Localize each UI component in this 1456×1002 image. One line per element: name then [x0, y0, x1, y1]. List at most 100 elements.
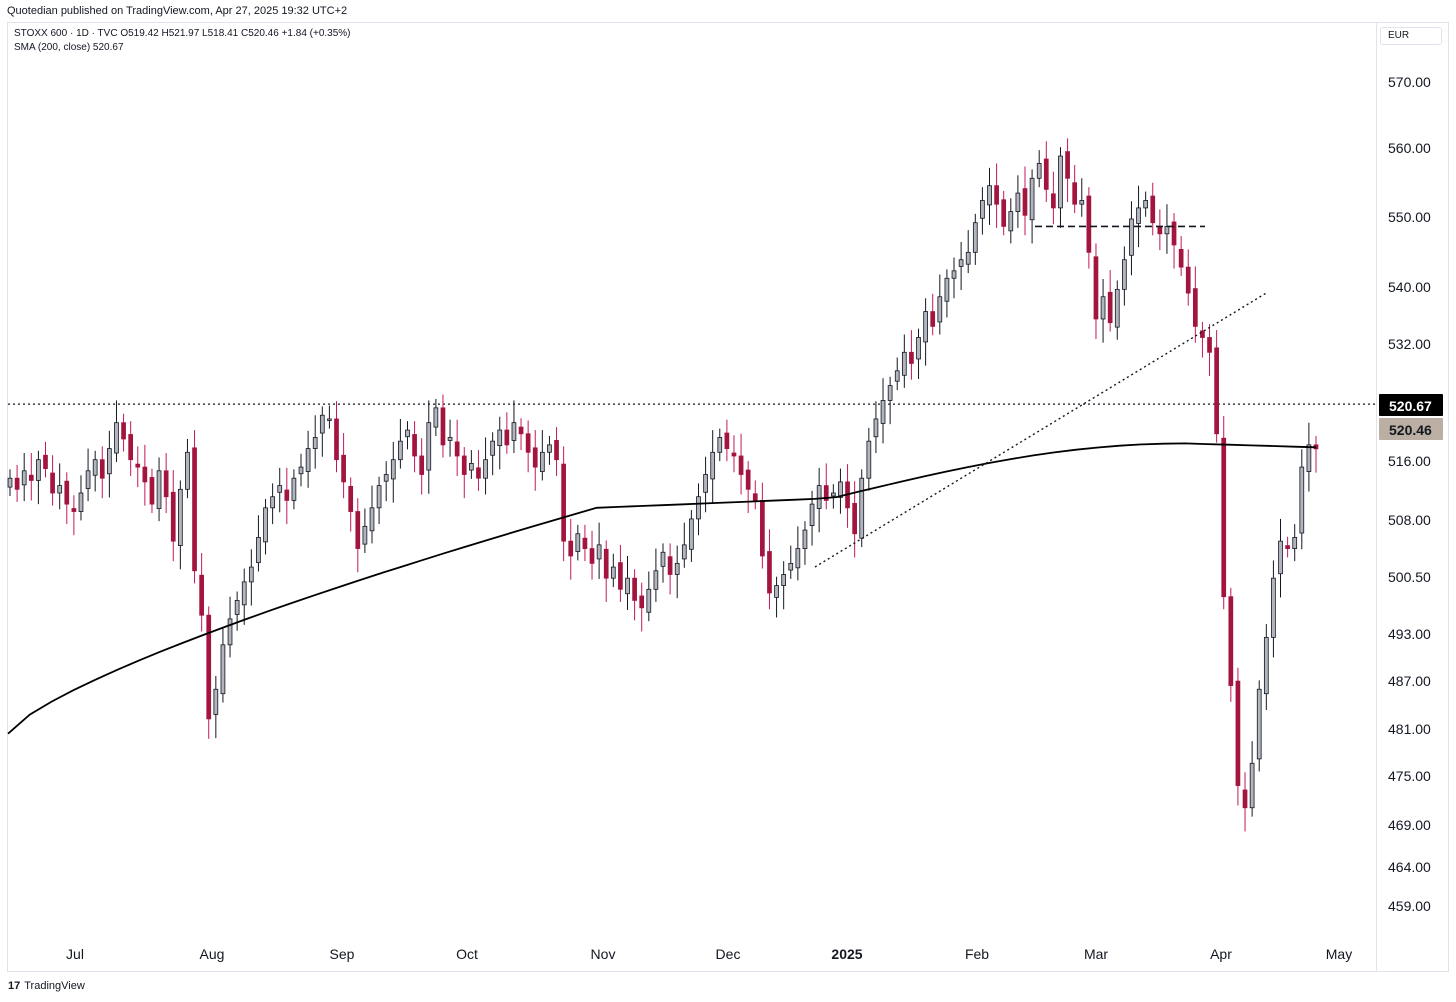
- x-tick-label: May: [1326, 946, 1352, 962]
- candle-body: [1299, 466, 1305, 534]
- candle-body: [149, 477, 155, 505]
- candle-body: [405, 429, 410, 438]
- candle-up: [1292, 524, 1298, 562]
- candle-body: [1036, 163, 1042, 179]
- candle-down: [1093, 243, 1099, 339]
- candle-body: [1122, 259, 1127, 290]
- candle-down: [994, 163, 999, 228]
- tradingview-brand: TradingView: [24, 980, 85, 992]
- candle-body: [1001, 199, 1007, 227]
- candle-body: [582, 537, 588, 549]
- candle-body: [696, 496, 701, 520]
- candle-body: [965, 251, 971, 265]
- candle-body: [36, 459, 41, 481]
- candle-up: [838, 468, 843, 514]
- candle-down: [1235, 667, 1241, 806]
- candle-body: [305, 448, 311, 472]
- candle-down: [767, 529, 772, 610]
- candle-body: [596, 544, 602, 560]
- x-tick-label: Jul: [66, 946, 84, 962]
- candle-body: [561, 463, 566, 542]
- candle-body: [369, 507, 375, 532]
- currency-label[interactable]: EUR: [1380, 27, 1442, 45]
- candle-up: [85, 448, 91, 502]
- candle-body: [362, 525, 368, 545]
- candle-up: [7, 469, 13, 496]
- candle-body: [7, 477, 13, 488]
- chart-legend[interactable]: STOXX 600 · 1D · TVC O519.42 H521.97 L51…: [14, 27, 351, 55]
- candle-up: [816, 467, 822, 533]
- x-tick-label: Apr: [1210, 946, 1232, 962]
- candle-body: [1072, 182, 1078, 205]
- candle-body: [469, 462, 474, 471]
- candle-down: [206, 606, 212, 739]
- candle-body: [1065, 151, 1070, 179]
- candle-body: [412, 434, 417, 457]
- candle-up: [866, 427, 872, 491]
- candle-up: [781, 561, 787, 610]
- candle-body: [192, 447, 197, 572]
- candle-up: [21, 453, 27, 502]
- candle-body: [809, 503, 815, 526]
- candle-body: [1178, 248, 1184, 268]
- candle-body: [802, 529, 808, 549]
- candle-body: [490, 440, 496, 456]
- candle-up: [1271, 560, 1276, 658]
- candle-down: [43, 441, 48, 478]
- candle-up: [674, 545, 680, 599]
- candle-body: [752, 493, 758, 501]
- candle-down: [525, 420, 531, 473]
- candle-body: [987, 185, 992, 206]
- candle-up: [319, 406, 325, 457]
- y-tick-label: 475.00: [1388, 768, 1431, 784]
- candle-up: [1015, 175, 1021, 228]
- candle-body: [21, 470, 27, 486]
- candle-body: [1306, 444, 1312, 472]
- candle-up: [1136, 185, 1141, 248]
- candle-body: [823, 485, 829, 501]
- candle-up: [795, 526, 801, 581]
- candle-body: [298, 466, 304, 475]
- price-axis-separator: [1376, 22, 1377, 972]
- candle-up: [859, 469, 865, 548]
- candle-body: [852, 502, 857, 535]
- candle-body: [398, 440, 403, 461]
- candle-up: [1029, 169, 1035, 244]
- candle-up: [312, 415, 318, 469]
- candle-up: [369, 485, 375, 544]
- trendline-dotted: [814, 291, 1269, 568]
- sma-200-line: [7, 442, 1317, 735]
- candle-body: [327, 418, 332, 421]
- candle-body: [717, 437, 723, 453]
- candle-body: [1157, 226, 1163, 235]
- y-tick-label: 493.00: [1388, 626, 1431, 642]
- candle-body: [632, 577, 637, 601]
- candle-up: [1143, 191, 1149, 217]
- candle-body: [511, 422, 517, 441]
- candle-body: [1100, 296, 1106, 320]
- y-tick-label: 516.00: [1388, 453, 1431, 469]
- x-tick-label: Aug: [200, 946, 225, 962]
- candle-body: [547, 444, 552, 453]
- candle-up: [107, 430, 112, 498]
- candle-body: [575, 533, 581, 552]
- sma-readout: SMA (200, close) 520.67: [14, 42, 124, 53]
- candle-down: [71, 495, 77, 536]
- candle-down: [476, 450, 481, 491]
- candle-body: [603, 548, 609, 579]
- candle-up: [951, 257, 957, 299]
- candle-body: [781, 574, 787, 586]
- candle-up: [1008, 198, 1014, 244]
- candle-down: [28, 453, 34, 501]
- candle-down: [603, 540, 609, 602]
- y-tick-label: 464.00: [1388, 859, 1431, 875]
- sma-price-tag: 520.67: [1379, 394, 1443, 416]
- candle-body: [738, 455, 744, 475]
- x-tick-label: Sep: [330, 946, 355, 962]
- candle-up: [248, 549, 254, 606]
- candle-body: [334, 418, 339, 461]
- symbol-ohlc-readout: STOXX 600 · 1D · TVC O519.42 H521.97 L51…: [14, 28, 351, 39]
- candle-down: [1001, 190, 1007, 236]
- candle-body: [589, 548, 595, 564]
